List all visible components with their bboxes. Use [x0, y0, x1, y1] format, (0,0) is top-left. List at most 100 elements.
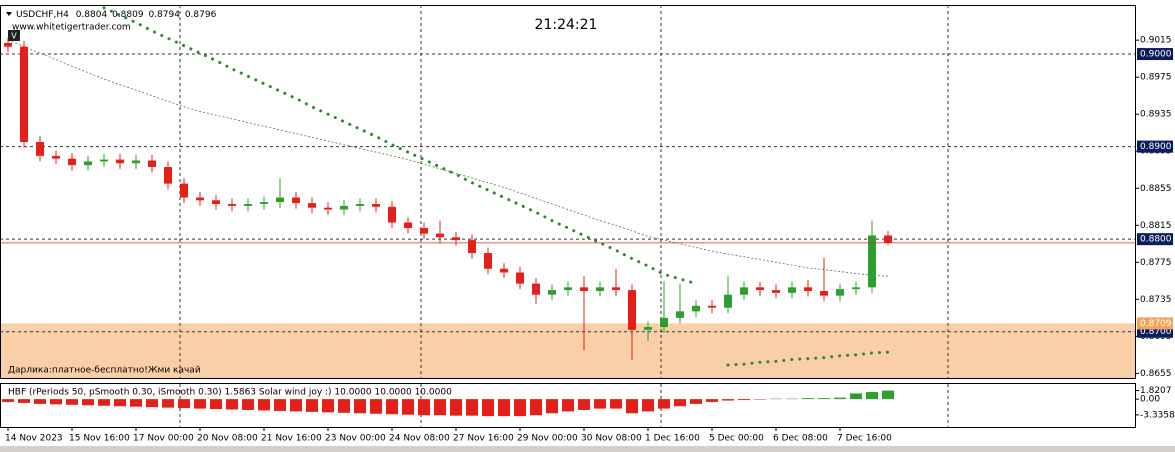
indicator-bar	[258, 399, 270, 411]
indicator-bar	[50, 399, 62, 405]
y-tick-label: 0.8855	[1140, 184, 1172, 194]
zone-tag	[1137, 317, 1173, 330]
candle-body	[132, 160, 140, 164]
indicator-bar	[642, 399, 654, 412]
indicator-bar	[706, 399, 718, 402]
indicator-tick-label: 1.8207	[1140, 386, 1172, 396]
candle-body	[564, 287, 572, 291]
x-tick-label: 21 Nov 16:00	[261, 434, 322, 444]
indicator-bar	[530, 399, 542, 416]
y-tick-label: 0.8655	[1140, 369, 1172, 379]
indicator-bar	[66, 399, 78, 405]
indicator-bar	[546, 399, 558, 414]
indicator-bar	[594, 399, 606, 409]
candle-body	[724, 294, 732, 308]
candle-body	[740, 287, 748, 295]
x-tick-label: 5 Dec 00:00	[709, 434, 764, 444]
x-tick-label: 20 Nov 08:00	[197, 434, 258, 444]
indicator-bar	[562, 399, 574, 412]
last-close: 0.8796	[185, 10, 217, 20]
x-tick-label: 7 Dec 16:00	[837, 434, 892, 444]
indicator-bar	[834, 397, 846, 400]
candle-body	[276, 197, 284, 203]
candle-body	[756, 287, 764, 291]
candle-body	[36, 141, 44, 156]
candle-body	[644, 327, 652, 330]
indicator-bar	[290, 399, 302, 412]
main-frame	[0, 5, 1136, 379]
menu-arrow	[6, 12, 12, 16]
x-tick-label: 27 Nov 16:00	[453, 434, 514, 444]
indicator-bar	[226, 399, 238, 410]
y-tick-label: 0.9015	[1140, 36, 1172, 46]
candle-body	[612, 287, 620, 291]
candle-body	[660, 317, 668, 328]
y-tick-label: 0.8775	[1140, 258, 1172, 268]
last-low: 0.8794	[148, 10, 180, 20]
candle-body	[404, 222, 412, 229]
candle-body	[772, 290, 780, 293]
candle-body	[708, 305, 716, 308]
indicator-bar	[162, 399, 174, 408]
indicator-tick-label: 0.00	[1140, 395, 1160, 405]
indicator-bar	[402, 399, 414, 415]
indicator-bar	[690, 399, 702, 404]
candle-body	[628, 290, 636, 330]
candle-body	[68, 158, 76, 166]
y-tick-label: 0.8815	[1140, 221, 1172, 231]
y-tick-label: 0.8935	[1140, 110, 1172, 120]
candle-body	[292, 197, 300, 204]
candle-body	[388, 206, 396, 223]
indicator-frame	[0, 383, 1136, 428]
indicator-bar	[802, 398, 814, 400]
candle-body	[884, 235, 892, 243]
indicator-bar	[146, 399, 158, 408]
indicator-bar	[514, 399, 526, 417]
overlay-line	[7, 39, 889, 277]
symbol-header: USDCHF,H4 0.8804 0.8809 0.8794 0.8796	[16, 10, 217, 20]
candle-body	[324, 207, 332, 210]
x-tick-label: 6 Dec 08:00	[773, 434, 828, 444]
candle-body	[820, 290, 828, 296]
candle-body	[548, 290, 556, 295]
indicator-bar	[194, 399, 206, 409]
candle-body	[196, 197, 204, 201]
indicator-bar	[178, 399, 190, 409]
indicator-bar	[418, 399, 430, 416]
candle-body	[212, 200, 220, 204]
indicator-bar	[322, 399, 334, 413]
last-high: 0.8809	[112, 10, 144, 20]
x-tick-label: 29 Nov 00:00	[517, 434, 578, 444]
indicator-bar	[370, 399, 382, 414]
candle-body	[372, 203, 380, 207]
level-tag-label: 0.8800	[1140, 235, 1172, 245]
x-tick-label: 1 Dec 16:00	[645, 434, 700, 444]
indicator-bar	[482, 399, 494, 417]
badge-box	[8, 30, 20, 41]
indicator-bar	[306, 399, 318, 412]
candle-body	[436, 233, 444, 238]
candle-body	[868, 235, 876, 288]
indicator-bar	[882, 390, 894, 400]
indicator-bar	[466, 399, 478, 416]
indicator-tick-label: -3.3358	[1140, 410, 1175, 420]
y-tick-label: 0.8735	[1140, 295, 1172, 305]
zone-tag-label: 0.8709	[1140, 319, 1172, 329]
candle-body	[356, 203, 364, 206]
indicator-bar	[450, 399, 462, 416]
candle-body	[228, 203, 236, 206]
indicator-bar	[722, 399, 734, 401]
candle-body	[852, 287, 860, 290]
indicator-bar	[114, 399, 126, 407]
level-tag-label: 0.9000	[1140, 50, 1172, 60]
candle-body	[4, 42, 12, 47]
indicator-bar	[274, 399, 286, 411]
candle-body	[516, 272, 524, 284]
candle-body	[484, 253, 492, 269]
indicator-bar	[82, 399, 94, 406]
indicator-bar	[130, 399, 142, 407]
candle-body	[500, 268, 508, 273]
indicator-bar	[98, 399, 110, 406]
indicator-bar	[210, 399, 222, 410]
